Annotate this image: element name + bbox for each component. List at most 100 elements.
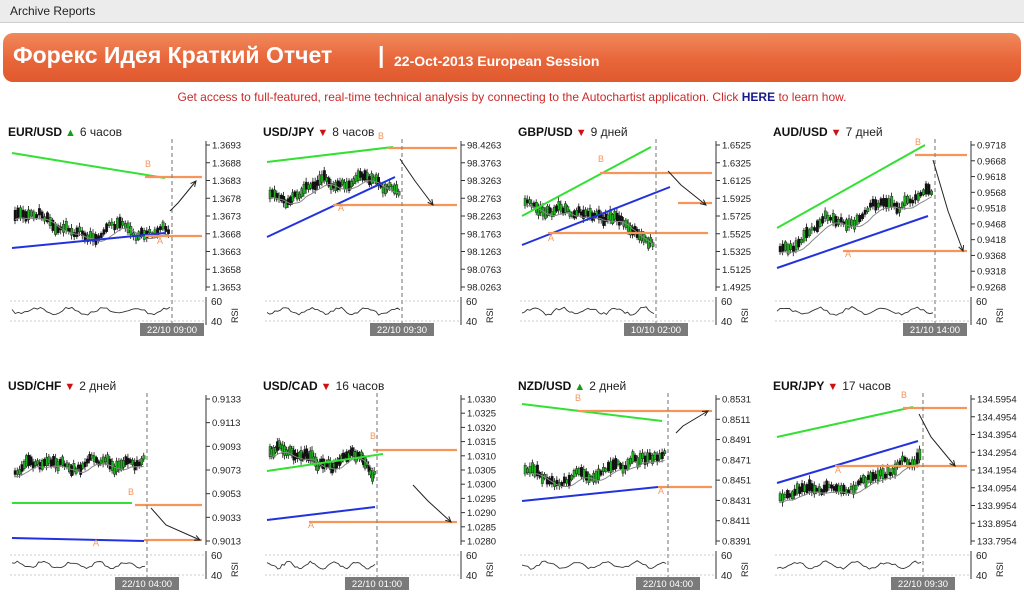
- candle-body: [606, 214, 610, 220]
- y-tick-label: 0.9073: [212, 466, 241, 477]
- pattern-point-a: A: [548, 233, 554, 243]
- y-tick-label: 0.8391: [722, 537, 751, 548]
- symbol-label: EUR/JPY: [773, 379, 825, 393]
- candle-body: [38, 208, 41, 216]
- candle-body: [148, 229, 152, 233]
- chart-panel-nzdusd[interactable]: NZD/USD ▲ 2 дней 0.8531 0.8511 0.8491 0.8471 0.…: [518, 377, 764, 595]
- candle-body: [788, 493, 792, 498]
- timeframe-label: 8 часов: [332, 125, 375, 139]
- candle-body: [277, 440, 281, 448]
- candle-body: [370, 173, 374, 184]
- candle-body: [19, 207, 22, 219]
- candle-body: [345, 181, 349, 189]
- support-trendline: [266, 506, 376, 521]
- rsi-label-40: 40: [721, 317, 733, 328]
- candle-body: [70, 227, 74, 236]
- candle-body: [808, 479, 811, 491]
- rsi-line: [11, 560, 146, 570]
- promo-line: Get access to full-featured, real-time t…: [0, 90, 1024, 104]
- candle-body: [620, 216, 623, 222]
- rsi-axis-title: RSI: [995, 308, 1005, 323]
- moving-average-line: [779, 464, 920, 503]
- candle-body: [857, 480, 860, 486]
- rsi-label-60: 60: [976, 551, 988, 562]
- symbol-label: USD/CHF: [8, 379, 62, 393]
- candle-body: [879, 469, 882, 477]
- candle-body: [615, 212, 619, 222]
- candle-body: [876, 470, 880, 482]
- y-tick-label: 133.9954: [977, 501, 1017, 512]
- candle-body: [356, 170, 360, 182]
- archive-reports-link[interactable]: Archive Reports: [10, 4, 96, 18]
- promo-here-link[interactable]: HERE: [741, 90, 776, 104]
- candle-body: [881, 468, 885, 479]
- candle-body: [372, 470, 376, 475]
- candle-body: [792, 245, 795, 253]
- candle-body: [167, 229, 170, 234]
- candle-body: [831, 213, 835, 223]
- forecast-arrowhead: [190, 180, 197, 187]
- candle-body: [597, 468, 601, 480]
- moving-average-line: [269, 180, 399, 205]
- candle-body: [347, 452, 351, 461]
- candle-body: [40, 460, 44, 470]
- candle-body: [46, 212, 49, 223]
- y-tick-label: 1.3673: [212, 212, 241, 223]
- candle-body: [107, 222, 111, 226]
- resistance-trendline: [776, 406, 914, 438]
- chart-panel-eurusd[interactable]: EUR/USD ▲ 6 часов 1.3693 1.3688 1.3683 1.3678 1…: [8, 123, 254, 341]
- candle-body: [901, 455, 905, 462]
- y-tick-label: 1.0330: [467, 395, 496, 406]
- y-tick-label: 1.3658: [212, 265, 241, 276]
- candle-body: [309, 183, 313, 189]
- candle-body: [827, 484, 831, 488]
- date-badge: [891, 577, 955, 590]
- y-tick-label: 1.0325: [467, 409, 496, 420]
- timeframe-label: 17 часов: [842, 379, 892, 393]
- candle-body: [862, 475, 865, 483]
- candle-body: [602, 467, 605, 472]
- chart-panel-usdchf[interactable]: USD/CHF ▼ 2 дней 0.9133 0.9113 0.9093 0.9073 0.…: [8, 377, 254, 595]
- candle-body: [629, 457, 632, 465]
- chart-panel-audusd[interactable]: AUD/USD ▼ 7 дней 0.9718 0.9668 0.9618 0.9568 0.…: [773, 123, 1019, 341]
- candle-body: [789, 243, 793, 251]
- candle-body: [613, 210, 617, 220]
- rsi-axis-title: RSI: [230, 308, 240, 323]
- chart-panel-usdjpy[interactable]: USD/JPY ▼ 8 часов 98.4263 98.3763 98.3263 98.2…: [263, 123, 509, 341]
- candle-body: [906, 195, 910, 204]
- date-label: 22/10 09:00: [147, 325, 197, 336]
- chart-panel-gbpusd[interactable]: GBP/USD ▼ 9 дней 1.6525 1.6325 1.6125 1.5925 1.…: [518, 123, 764, 341]
- support-trendline: [776, 215, 929, 269]
- candle-body: [363, 170, 367, 181]
- chart-panel-usdcad[interactable]: USD/CAD ▼ 16 часов 1.0330 1.0325 1.0320 1.0315…: [263, 377, 509, 595]
- pattern-point-b: B: [128, 487, 134, 497]
- candle-body: [29, 456, 33, 466]
- y-tick-label: 134.3954: [977, 430, 1017, 441]
- candle-body: [621, 464, 625, 474]
- date-badge: [345, 577, 409, 590]
- candle-body: [91, 233, 95, 242]
- resistance-trendline: [266, 453, 384, 472]
- candle-body: [908, 198, 912, 204]
- candle-body: [13, 470, 17, 475]
- candle-body: [531, 462, 534, 474]
- candle-body: [552, 206, 556, 215]
- y-tick-label: 1.5125: [722, 265, 751, 276]
- candle-body: [617, 215, 621, 226]
- candle-body: [83, 461, 87, 467]
- candle-body: [854, 484, 858, 490]
- resistance-trendline: [521, 146, 652, 217]
- candle-body: [291, 192, 295, 202]
- candle-body: [924, 183, 928, 195]
- candle-body: [354, 175, 358, 182]
- candle-body: [852, 484, 856, 495]
- candle-body: [307, 184, 310, 190]
- candle-body: [866, 474, 870, 480]
- y-tick-label: 1.3688: [212, 158, 241, 169]
- down-arrow-icon: ▼: [320, 381, 332, 393]
- candle-body: [837, 218, 841, 225]
- forecast-arrow: [675, 410, 709, 434]
- chart-panel-eurjpy[interactable]: EUR/JPY ▼ 17 часов 134.5954 134.4954 134.3954…: [773, 377, 1019, 595]
- candle-body: [802, 230, 806, 242]
- y-tick-label: 1.6125: [722, 176, 751, 187]
